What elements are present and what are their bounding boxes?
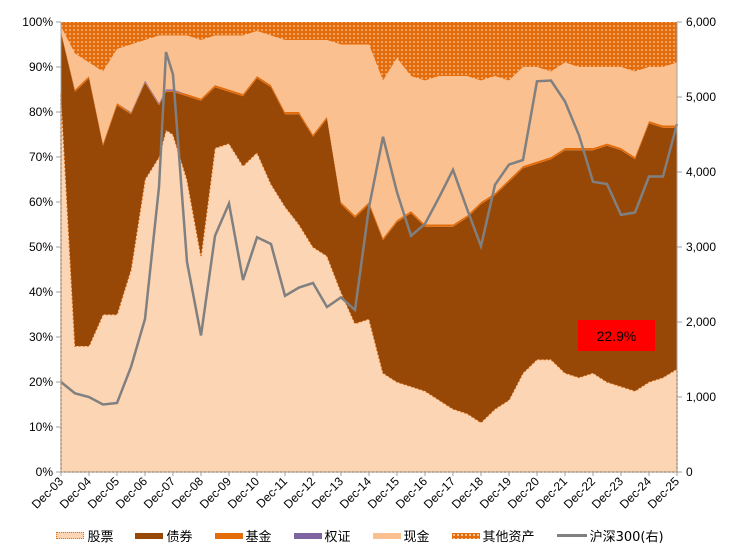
legend-swatch: [293, 532, 322, 539]
legend-item: 股票: [56, 526, 113, 545]
bond-area: [61, 33, 677, 423]
left-tick-label: 10%: [29, 420, 53, 434]
x-tick-label: Dec-25: [645, 474, 682, 511]
legend-label: 其他资产: [482, 530, 535, 545]
hs300-line: [60, 51, 679, 406]
left-tick-label: 80%: [29, 105, 53, 119]
left-tick-label: 70%: [29, 150, 53, 164]
legend-swatch: [135, 532, 164, 539]
annotation-label: 22.9%: [578, 320, 655, 351]
legend-label: 基金: [245, 530, 272, 545]
legend-label: 权证: [324, 530, 351, 545]
legend: 股票 债券 基金 权证 现金 其他资产 沪深300(右): [0, 526, 742, 545]
left-tick-label: 40%: [29, 285, 53, 299]
legend-item: 债券: [135, 526, 193, 545]
legend-label: 债券: [166, 530, 193, 545]
legend-swatch: [214, 532, 243, 539]
right-tick-label: 1,000: [686, 390, 716, 404]
legend-item: 现金: [372, 526, 430, 545]
right-tick-label: 6,000: [686, 15, 716, 29]
legend-label: 股票: [87, 530, 114, 545]
left-tick-label: 90%: [29, 60, 53, 74]
left-tick-label: 100%: [22, 15, 53, 29]
other-assets-area: [61, 22, 677, 81]
legend-item: 沪深300(右): [556, 526, 664, 545]
right-tick-label: 4,000: [686, 165, 716, 179]
left-tick-label: 20%: [29, 375, 53, 389]
legend-item: 权证: [293, 526, 351, 545]
x-tick-label: Dec-10: [225, 474, 262, 511]
legend-swatch: [372, 532, 401, 539]
left-tick-label: 50%: [29, 240, 53, 254]
right-tick-label: 3,000: [686, 240, 716, 254]
legend-label: 现金: [403, 530, 430, 545]
cash-area: [61, 26, 677, 238]
legend-item: 其他资产: [451, 526, 535, 545]
legend-item: 基金: [214, 526, 272, 545]
left-tick-label: 30%: [29, 330, 53, 344]
legend-line-swatch: [556, 534, 587, 537]
left-tick-label: 60%: [29, 195, 53, 209]
right-tick-label: 5,000: [686, 90, 716, 104]
legend-label: 沪深300(右): [589, 530, 664, 545]
left-tick-label: 0%: [36, 465, 54, 479]
legend-swatch: [56, 532, 85, 539]
right-tick-label: 2,000: [686, 315, 716, 329]
right-tick-label: 0: [686, 465, 693, 479]
legend-swatch: [451, 532, 480, 539]
